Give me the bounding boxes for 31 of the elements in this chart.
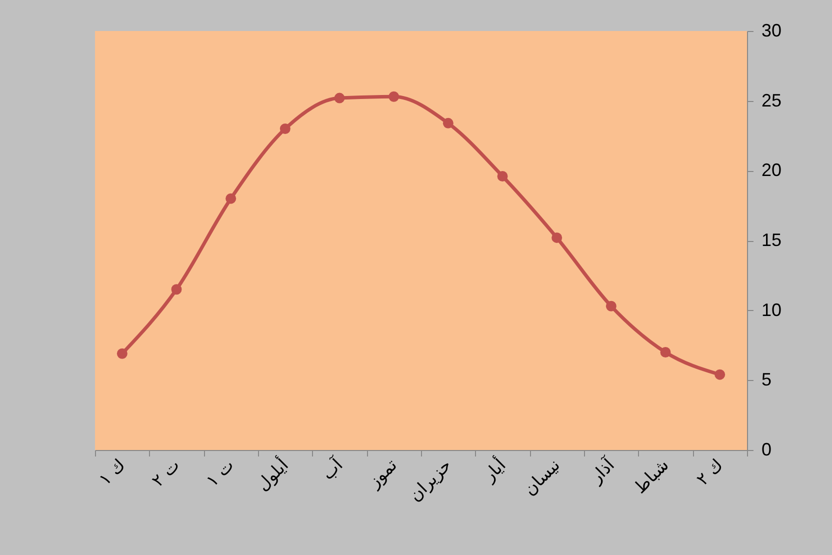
point — [334, 92, 345, 104]
x-tick-label: أيار — [478, 454, 510, 486]
x-tick-label: أيلول — [252, 454, 293, 496]
y-tick-label: 25 — [762, 90, 782, 110]
x-tick-label: آب — [318, 454, 348, 484]
y-tick-label: 15 — [762, 230, 782, 250]
point — [226, 193, 236, 204]
x-tick-label: ت ٢ — [148, 455, 184, 492]
y-tick-label: 0 — [762, 440, 772, 460]
x-tick-label: ت ١ — [202, 455, 238, 492]
x-tick-label: نيسان — [520, 455, 564, 500]
point — [497, 171, 508, 182]
point — [660, 347, 671, 358]
point — [714, 369, 726, 380]
x-tick-label: شباط — [630, 455, 674, 498]
y-tick-label: 20 — [762, 160, 782, 180]
y-tick-label: 5 — [762, 370, 772, 390]
point — [171, 284, 182, 295]
x-tick-label: ك ١ — [95, 455, 130, 490]
x-tick-label: آذار — [585, 454, 620, 488]
point — [388, 91, 400, 102]
point — [116, 348, 128, 359]
point — [552, 232, 562, 243]
x-tick-label: تموز — [364, 455, 402, 493]
x-tick-label: ك ٢ — [693, 455, 728, 490]
y-tick-label: 10 — [762, 300, 782, 320]
point — [442, 118, 454, 128]
y-tick-label: 30 — [762, 20, 782, 40]
x-tick-label: حزيران — [405, 455, 456, 506]
point — [280, 124, 290, 134]
point — [606, 300, 616, 312]
